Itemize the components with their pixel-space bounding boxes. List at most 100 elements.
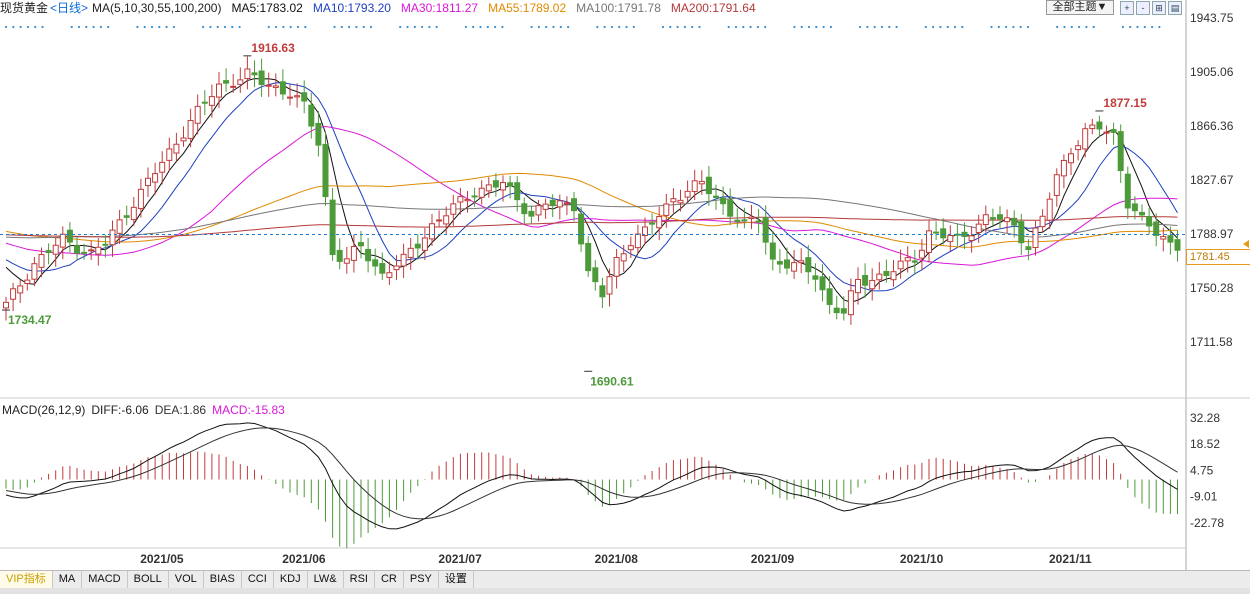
ma5-line [5, 78, 1178, 303]
tab-5[interactable]: BIAS [204, 571, 242, 588]
signal-dot [99, 25, 102, 29]
candle-body [1160, 236, 1167, 240]
signal-dot [625, 25, 628, 29]
signal-dot [822, 25, 825, 29]
candle-body [1146, 216, 1153, 227]
candle-body [1046, 198, 1053, 221]
date-label: 2021/06 [282, 552, 326, 566]
signal-dot [1158, 25, 1161, 29]
signal-dot [734, 25, 738, 29]
macd-tick-label: 4.75 [1190, 464, 1214, 478]
signal-dot [873, 25, 876, 29]
candle-body [414, 243, 421, 249]
candle-body [698, 180, 705, 185]
period-label[interactable]: <日线> [50, 1, 89, 15]
macd-tick-label: -22.78 [1190, 516, 1224, 530]
tab-2[interactable]: MACD [82, 571, 128, 588]
signal-dot [1151, 25, 1154, 29]
macd-header: MACD(26,12,9) DIFF:-6.06 DEA:1.86 MACD:-15.… [2, 402, 291, 418]
macd-dea: DEA:1.86 [154, 403, 207, 417]
candle-body [769, 242, 776, 260]
candle-body [208, 96, 215, 106]
candle-body [1174, 239, 1181, 251]
candle-body [393, 265, 400, 271]
candle-body [102, 243, 109, 246]
candle-body [194, 105, 201, 124]
candle-body [578, 213, 585, 245]
signal-dot [683, 25, 687, 29]
theme-dropdown-button[interactable]: 全部主题▼ [1046, 0, 1114, 15]
candle-body [1004, 217, 1011, 223]
signal-dot [1136, 25, 1139, 29]
candle-body [819, 276, 826, 291]
signal-dot [1026, 25, 1030, 29]
candle-body [649, 222, 656, 225]
signal-dot [618, 25, 621, 29]
toolbar-icon-1[interactable]: - [1136, 1, 1150, 15]
toolbar-icon-2[interactable]: ⊞ [1152, 1, 1166, 15]
signal-dot [216, 25, 219, 29]
date-label: 2021/11 [1049, 552, 1092, 566]
tab-11[interactable]: PSY [404, 571, 439, 588]
candle-body [556, 200, 563, 208]
tab-9[interactable]: RSI [344, 571, 375, 588]
price-tick-label: 1866.36 [1190, 119, 1234, 133]
candle-body [1131, 203, 1138, 212]
signal-dot [464, 25, 467, 29]
tab-10[interactable]: CR [375, 571, 404, 588]
signal-dot [369, 25, 373, 29]
candle-body [116, 219, 123, 234]
bottom-scrollbar[interactable] [0, 588, 1250, 594]
tab-12[interactable]: 设置 [439, 571, 474, 588]
ma-params: MA(5,10,30,55,100,200) [92, 1, 222, 15]
tab-1[interactable]: MA [53, 571, 83, 588]
tab-4[interactable]: VOL [169, 571, 204, 588]
candle-body [365, 248, 372, 262]
candle-body [613, 256, 620, 277]
candle-body [705, 176, 712, 195]
signal-dot [70, 25, 73, 29]
symbol-label[interactable]: 现货黄金 [0, 1, 49, 15]
signal-dot [172, 25, 175, 29]
candle-body [294, 95, 301, 98]
signal-dot [661, 25, 665, 29]
signal-dot [92, 25, 95, 29]
signal-dot [1056, 25, 1059, 29]
candle-body [17, 285, 24, 294]
macd-diff-line [5, 422, 1178, 530]
signal-dot [289, 25, 292, 29]
signal-dot [107, 25, 110, 29]
tab-7[interactable]: KDJ [274, 571, 308, 588]
tab-6[interactable]: CCI [242, 571, 274, 588]
signal-dot [1143, 25, 1146, 29]
candle-body [386, 272, 393, 278]
date-label: 2021/08 [595, 552, 639, 566]
tab-3[interactable]: BOLL [128, 571, 169, 588]
candle-body [1039, 215, 1046, 228]
candle-body [88, 249, 95, 252]
tab-0[interactable]: VIP指标 [0, 571, 53, 588]
toolbar-icon-0[interactable]: + [1120, 1, 1134, 15]
ma-value-2: MA30:1811.27 [400, 1, 479, 15]
candle-body [1103, 131, 1110, 134]
candle-body [904, 257, 911, 262]
candle-body [514, 182, 521, 201]
ma10-line [5, 82, 1178, 292]
toolbar-icon-3[interactable]: ▤ [1168, 1, 1182, 15]
candle-body [720, 197, 727, 205]
tab-8[interactable]: LW& [308, 571, 344, 588]
candle-body [322, 143, 329, 198]
candle-body [627, 245, 634, 251]
signal-dot [12, 25, 15, 29]
signal-dot [537, 25, 541, 29]
signal-dot [676, 25, 679, 29]
signal-dot [815, 25, 818, 29]
signal-dot [632, 25, 635, 29]
candle-body [805, 257, 812, 273]
ma100-line [5, 196, 1178, 239]
candle-body [492, 180, 499, 188]
candle-body [947, 235, 954, 243]
signal-dot [793, 25, 796, 29]
price-tick-label: 1788.97 [1190, 227, 1234, 241]
